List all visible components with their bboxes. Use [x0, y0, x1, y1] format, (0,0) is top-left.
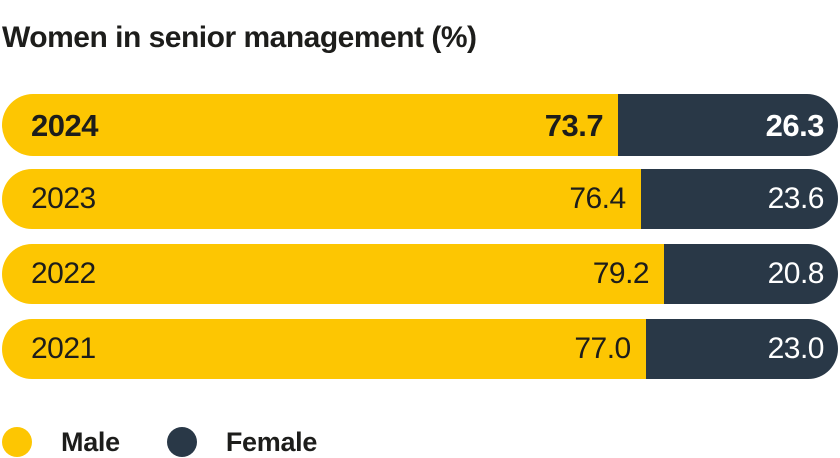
year-label: 2024: [31, 107, 98, 143]
bar-row-2022: 2022 79.2 20.8: [2, 244, 838, 304]
year-label: 2022: [31, 257, 96, 290]
male-segment: 2023 76.4: [2, 169, 641, 229]
legend-label-female: Female: [225, 426, 318, 457]
male-value-label: 77.0: [574, 332, 631, 365]
female-value-label: 23.0: [767, 332, 825, 365]
legend-swatch-male: [2, 427, 32, 457]
legend: Male Female: [2, 427, 317, 457]
male-value-label: 79.2: [592, 257, 650, 290]
bar-row-2023: 2023 76.4 23.6: [2, 169, 838, 229]
bar-row-2024: 2024 73.7 26.3: [2, 94, 838, 156]
female-segment: 23.0: [645, 319, 838, 379]
bar-chart: 2024 73.7 26.3 2023 76.4 23.6 2022 79.2 20.8 2021…: [2, 94, 838, 394]
year-label: 2023: [31, 182, 96, 215]
female-value-label: 20.8: [767, 257, 825, 290]
page-title: Women in senior management (%): [2, 21, 477, 55]
year-label: 2021: [31, 332, 96, 365]
legend-item-male: Male: [2, 427, 120, 457]
bar-row-2021: 2021 77.0 23.0: [2, 319, 838, 379]
male-segment: 2024 73.7: [2, 94, 619, 156]
female-segment: 23.6: [640, 169, 838, 229]
legend-swatch-female: [166, 427, 197, 457]
male-segment: 2022 79.2: [2, 244, 665, 304]
female-segment: 20.8: [664, 244, 838, 304]
female-value-label: 26.3: [765, 107, 825, 143]
male-value-label: 73.7: [544, 107, 604, 143]
legend-item-female: Female: [166, 426, 318, 457]
female-value-label: 23.6: [767, 182, 825, 215]
legend-label-male: Male: [61, 426, 120, 457]
male-segment: 2021 77.0: [2, 319, 646, 379]
female-segment: 26.3: [618, 94, 838, 156]
male-value-label: 76.4: [569, 182, 626, 215]
